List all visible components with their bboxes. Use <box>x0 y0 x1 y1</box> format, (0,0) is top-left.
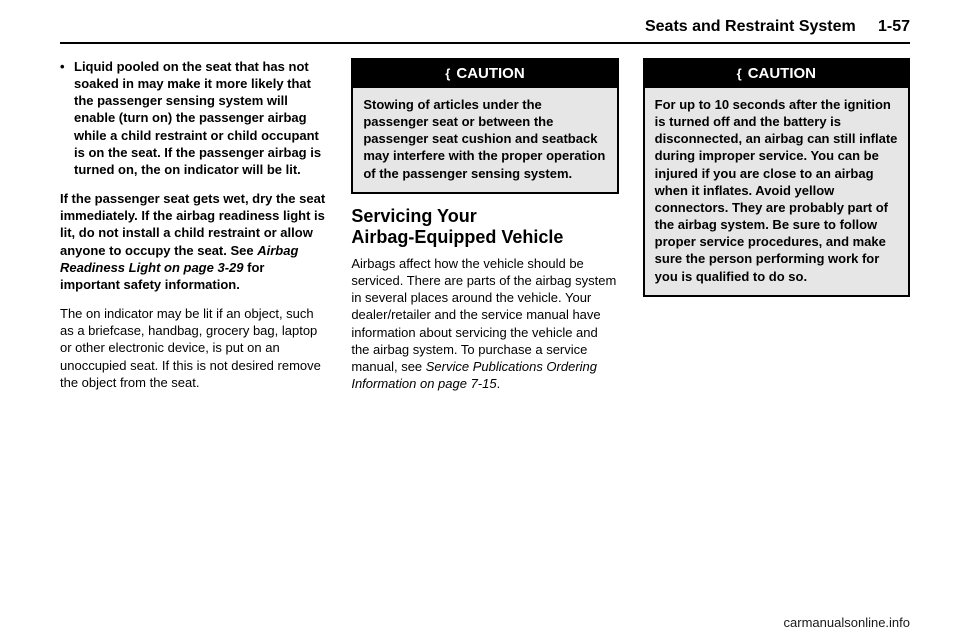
subhead-line: Airbag-Equipped Vehicle <box>351 227 563 247</box>
bullet-marker: • <box>60 58 74 178</box>
warning-icon: { <box>737 66 742 81</box>
caution-body: For up to 10 seconds after the ignition … <box>645 88 908 295</box>
header-rule <box>60 42 910 44</box>
caution-box: { CAUTION Stowing of articles under the p… <box>351 58 618 194</box>
paragraph-text: Airbags affect how the vehicle should be… <box>351 256 616 374</box>
section-title: Seats and Restraint System <box>645 18 856 35</box>
watermark: carmanualsonline.info <box>784 615 910 630</box>
paragraph-text: . <box>497 376 501 391</box>
column-3: { CAUTION For up to 10 seconds after the … <box>643 58 910 392</box>
warning-icon: { <box>445 66 450 81</box>
caution-body: Stowing of articles under the passenger … <box>353 88 616 192</box>
section-subheading: Servicing Your Airbag-Equipped Vehicle <box>351 206 618 249</box>
caution-box: { CAUTION For up to 10 seconds after the … <box>643 58 910 297</box>
paragraph: The on indicator may be lit if an object… <box>60 305 327 391</box>
paragraph: Airbags affect how the vehicle should be… <box>351 255 618 392</box>
page-header: Seats and Restraint System 1-57 <box>60 18 910 42</box>
column-1: • Liquid pooled on the seat that has not… <box>60 58 327 392</box>
caution-header: { CAUTION <box>645 60 908 88</box>
caution-header: { CAUTION <box>353 60 616 88</box>
page-number: 1-57 <box>878 18 910 35</box>
caution-label: CAUTION <box>748 65 816 82</box>
paragraph-text: The on indicator may be lit if an object… <box>60 306 321 390</box>
paragraph: If the passenger seat gets wet, dry the … <box>60 190 327 293</box>
page: Seats and Restraint System 1-57 • Liquid… <box>0 0 960 640</box>
bullet-text: Liquid pooled on the seat that has not s… <box>74 58 327 178</box>
bullet-item: • Liquid pooled on the seat that has not… <box>60 58 327 178</box>
subhead-line: Servicing Your <box>351 206 476 226</box>
caution-label: CAUTION <box>456 65 524 82</box>
column-2: { CAUTION Stowing of articles under the p… <box>351 58 618 392</box>
content-columns: • Liquid pooled on the seat that has not… <box>60 58 910 392</box>
